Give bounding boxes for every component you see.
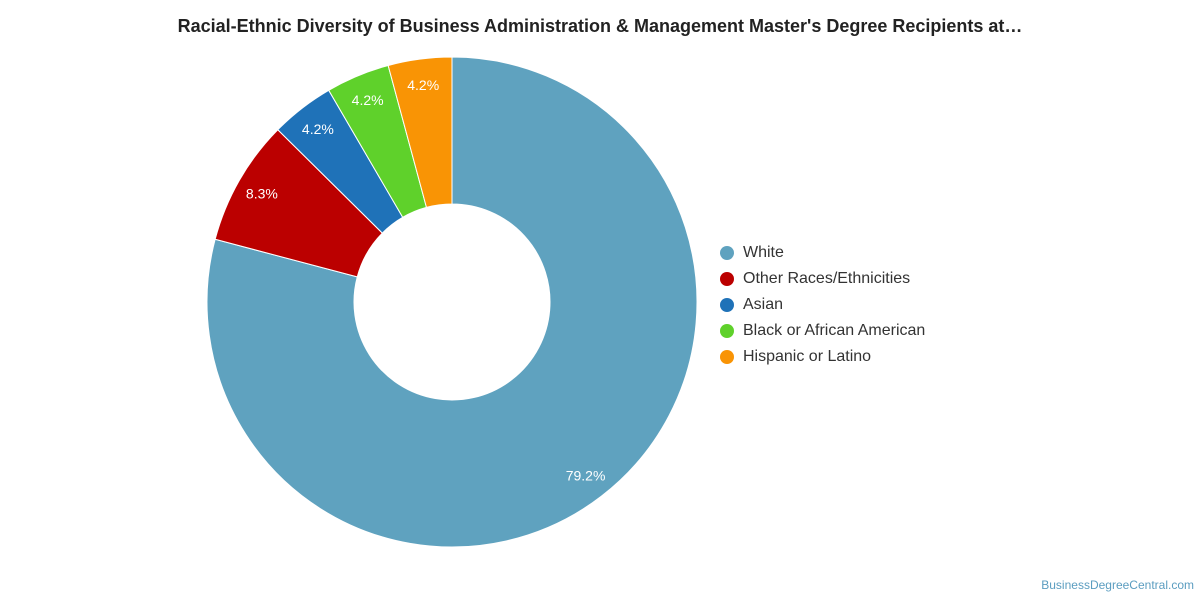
- legend-item[interactable]: Other Races/Ethnicities: [720, 266, 925, 292]
- legend-marker-icon: [720, 272, 734, 286]
- chart-title: Racial-Ethnic Diversity of Business Admi…: [177, 16, 1023, 36]
- legend-item[interactable]: Asian: [720, 292, 925, 318]
- legend-label: Black or African American: [743, 322, 926, 339]
- legend-item[interactable]: Hispanic or Latino: [720, 344, 925, 370]
- legend-marker-icon: [720, 350, 734, 364]
- legend-label: Asian: [743, 296, 784, 313]
- donut-slice-labels: 79.2% 8.3% 4.2% 4.2% 4.2%: [246, 77, 605, 484]
- legend-item[interactable]: White: [720, 240, 925, 266]
- slice-hispanic-or-latino[interactable]: [387, 56, 453, 208]
- slice-label: 4.2%: [407, 77, 439, 93]
- slice-label: 8.3%: [246, 185, 278, 201]
- source-credit[interactable]: BusinessDegreeCentral.com: [1041, 578, 1194, 592]
- chart-legend: White Other Races/Ethnicities Asian Black o…: [720, 240, 925, 370]
- slice-label: 4.2%: [302, 121, 334, 137]
- legend-label: Hispanic or Latino: [743, 348, 872, 365]
- slice-label: 4.2%: [352, 92, 384, 108]
- donut-slices: [206, 56, 698, 548]
- legend-label: Other Races/Ethnicities: [743, 270, 911, 287]
- legend-marker-icon: [720, 298, 734, 312]
- legend-marker-icon: [720, 324, 734, 338]
- legend-label: White: [743, 244, 784, 261]
- slice-label: 79.2%: [566, 468, 606, 484]
- legend-marker-icon: [720, 246, 734, 260]
- slice-white[interactable]: [206, 56, 698, 548]
- legend-item[interactable]: Black or African American: [720, 318, 925, 344]
